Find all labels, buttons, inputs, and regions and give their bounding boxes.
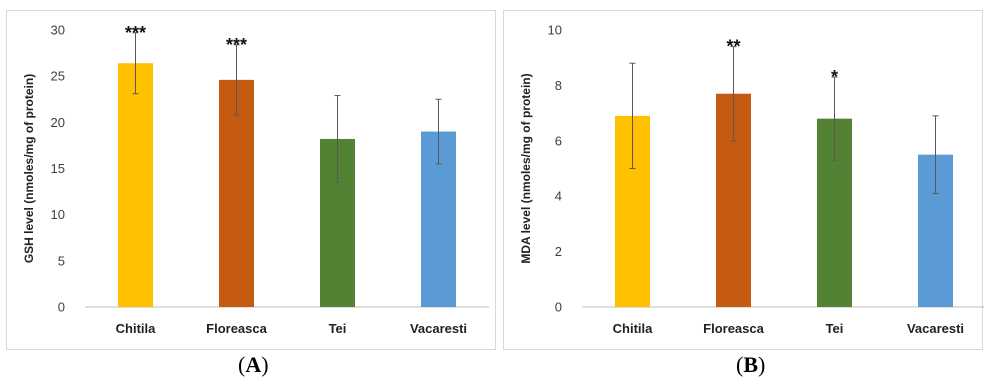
y-tick-label: 15 bbox=[51, 161, 65, 176]
y-tick-label: 6 bbox=[555, 133, 562, 148]
chart-panel-a: 0 5 10 15 20 25 30 GSH level (nmoles/mg of prot… bbox=[6, 10, 496, 350]
x-tick-label: Vacaresti bbox=[907, 321, 964, 336]
y-tick-label: 20 bbox=[51, 115, 65, 130]
y-tick-label: 8 bbox=[555, 78, 562, 93]
y-tick-label: 0 bbox=[555, 300, 562, 315]
x-tick-label: Chitila bbox=[613, 321, 653, 336]
x-tick-label: Tei bbox=[329, 321, 347, 336]
mda-bar-chart: 0 2 4 6 8 10 MDA level (nmoles/mg of protein) C… bbox=[519, 23, 984, 336]
x-tick-label: Vacaresti bbox=[410, 321, 467, 336]
panel-label-b: (B) bbox=[736, 352, 766, 377]
x-tick-label: Tei bbox=[826, 321, 844, 336]
y-axis-title: GSH level (nmoles/mg of protein) bbox=[22, 74, 36, 263]
y-tick-label: 25 bbox=[51, 69, 65, 84]
significance-marker: *** bbox=[226, 35, 247, 55]
y-tick-label: 5 bbox=[58, 253, 65, 268]
chart-panel-b: 0 2 4 6 8 10 MDA level (nmoles/mg of protein) C… bbox=[503, 10, 984, 350]
bar-chitila bbox=[118, 63, 153, 307]
x-tick-label: Floreasca bbox=[703, 321, 764, 336]
y-tick-label: 30 bbox=[51, 23, 65, 38]
significance-marker: * bbox=[831, 67, 838, 87]
y-axis-title: MDA level (nmoles/mg of protein) bbox=[519, 73, 533, 263]
gsh-bar-chart: 0 5 10 15 20 25 30 GSH level (nmoles/mg of prot… bbox=[22, 23, 489, 336]
y-tick-label: 0 bbox=[58, 300, 65, 315]
y-tick-label: 4 bbox=[555, 189, 562, 204]
y-tick-label: 10 bbox=[548, 23, 562, 38]
panel-label-a: (A) bbox=[238, 352, 269, 377]
significance-marker: ** bbox=[726, 37, 740, 57]
x-tick-label: Chitila bbox=[116, 321, 156, 336]
y-tick-label: 2 bbox=[555, 244, 562, 259]
x-tick-label: Floreasca bbox=[206, 321, 267, 336]
significance-marker: *** bbox=[125, 23, 146, 43]
bar-floreasca bbox=[219, 79, 254, 307]
y-tick-label: 10 bbox=[51, 207, 65, 222]
